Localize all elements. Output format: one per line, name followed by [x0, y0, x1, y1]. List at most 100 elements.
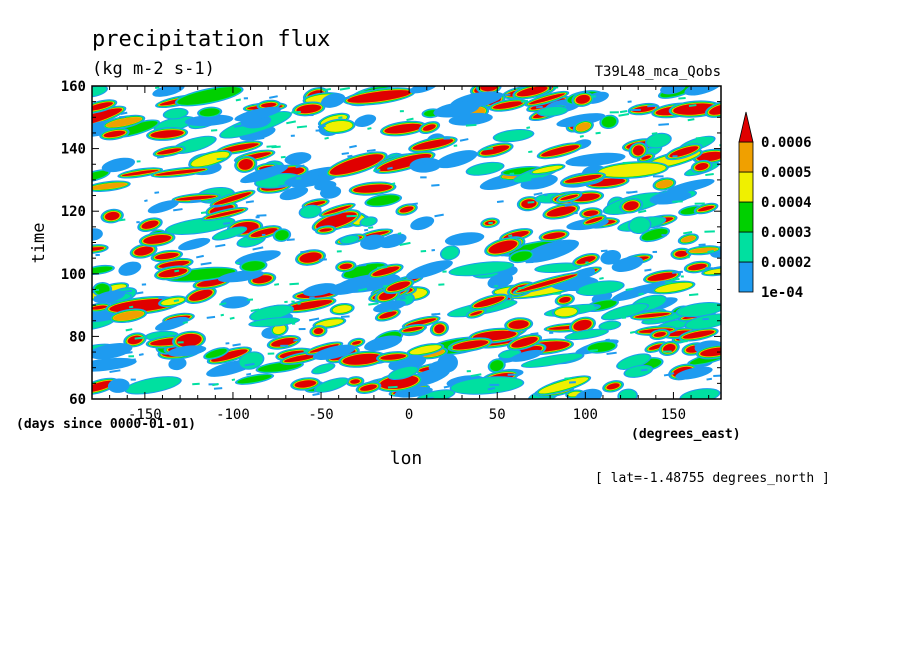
- contour-speck: [213, 387, 223, 390]
- contour-speck: [719, 143, 721, 147]
- contour-speck: [600, 249, 608, 253]
- contour-speck: [553, 292, 562, 295]
- contour-speck: [408, 202, 418, 206]
- contour-speck: [438, 283, 445, 286]
- contour-speck: [661, 234, 667, 237]
- contour-blob: [167, 345, 207, 357]
- colorbar-label: 0.0005: [761, 165, 812, 181]
- contour-blob: [164, 216, 236, 235]
- contour-speck: [182, 321, 188, 324]
- contour-speck: [280, 344, 289, 347]
- contour-speck: [387, 309, 393, 312]
- colorbar-label: 0.0004: [761, 195, 812, 211]
- contour-blob: [272, 228, 292, 242]
- contour-speck: [594, 304, 600, 307]
- contour-speck: [694, 202, 705, 205]
- contour-blob: [695, 344, 721, 360]
- contour-speck: [250, 308, 260, 312]
- contour-speck: [678, 97, 686, 100]
- contour-speck: [306, 205, 317, 209]
- contour-speck: [638, 209, 647, 214]
- contour-blob: [565, 152, 626, 167]
- y-tick-label: 80: [69, 329, 86, 345]
- colorbar-label: 0.0006: [761, 135, 812, 151]
- contour-speck: [120, 111, 128, 115]
- contour-blob: [524, 90, 570, 107]
- contour-speck: [509, 302, 514, 305]
- contour-blob: [652, 177, 677, 191]
- contour-speck: [257, 136, 265, 140]
- contour-blob: [536, 105, 569, 117]
- contour-speck: [315, 129, 326, 132]
- contour-speck: [309, 296, 315, 299]
- contour-speck: [244, 362, 255, 367]
- contour-blob: [598, 320, 622, 331]
- contour-blob: [652, 280, 696, 295]
- contour-blob: [184, 114, 234, 127]
- contour-blob: [374, 308, 401, 322]
- contour-speck: [640, 368, 648, 372]
- contour-speck: [135, 291, 144, 295]
- contour-blob: [217, 270, 264, 283]
- contour-speck: [303, 349, 309, 353]
- contour-blob: [487, 358, 506, 373]
- contour-speck: [376, 266, 388, 269]
- contour-speck: [216, 157, 226, 161]
- contour-blob: [577, 267, 596, 279]
- contour-speck: [705, 173, 714, 177]
- contour-speck: [568, 288, 579, 292]
- contour-speck: [93, 296, 103, 299]
- contour-blob: [305, 341, 344, 356]
- contour-blob: [154, 265, 192, 281]
- contour-speck: [358, 287, 368, 292]
- contour-blob: [295, 249, 326, 266]
- contour-speck: [339, 86, 351, 91]
- contour-speck: [196, 254, 204, 259]
- contour-speck: [256, 214, 267, 217]
- contour-speck: [295, 164, 305, 169]
- contour-speck: [212, 382, 219, 387]
- contour-blob: [92, 228, 103, 241]
- contour-blob: [234, 373, 275, 385]
- contour-blob: [92, 244, 109, 254]
- contour-blob: [150, 249, 184, 263]
- colorbar-segment: [738, 141, 754, 173]
- contour-speck: [442, 270, 447, 273]
- contour-speck: [605, 338, 610, 342]
- contour-speck: [683, 231, 693, 235]
- contour-blob: [506, 333, 543, 351]
- contour-speck: [694, 343, 701, 347]
- contour-speck: [579, 135, 584, 138]
- contour-speck: [290, 134, 295, 137]
- contour-speck: [346, 214, 358, 218]
- contour-speck: [261, 233, 266, 237]
- contour-speck: [702, 317, 709, 321]
- contour-blob: [508, 249, 535, 264]
- contour-speck: [340, 96, 350, 100]
- contour-speck: [368, 226, 374, 229]
- contour-blob: [433, 101, 480, 118]
- x-axis-label: lon: [390, 448, 423, 469]
- contour-blob: [117, 167, 164, 179]
- contour-speck: [298, 328, 306, 331]
- contour-speck: [482, 147, 494, 151]
- contour-speck: [154, 191, 160, 194]
- contour-blob: [649, 328, 671, 341]
- contour-speck: [526, 126, 531, 129]
- contour-blob: [546, 242, 571, 254]
- contour-speck: [427, 223, 432, 226]
- contour-speck: [215, 243, 226, 248]
- contour-speck: [488, 221, 493, 225]
- x-tick-label: 50: [489, 407, 506, 423]
- contour-blob: [172, 330, 206, 350]
- dataset-label: T39L48_mca_Qobs: [595, 64, 721, 80]
- contour-speck: [658, 123, 669, 126]
- contour-speck: [705, 267, 713, 270]
- contour-speck: [297, 302, 301, 305]
- x-tick-label: -150: [128, 407, 162, 423]
- contour-speck: [489, 383, 500, 386]
- contour-blob: [129, 243, 158, 259]
- y-tick-label: 140: [61, 142, 86, 158]
- contour-blob: [575, 280, 625, 297]
